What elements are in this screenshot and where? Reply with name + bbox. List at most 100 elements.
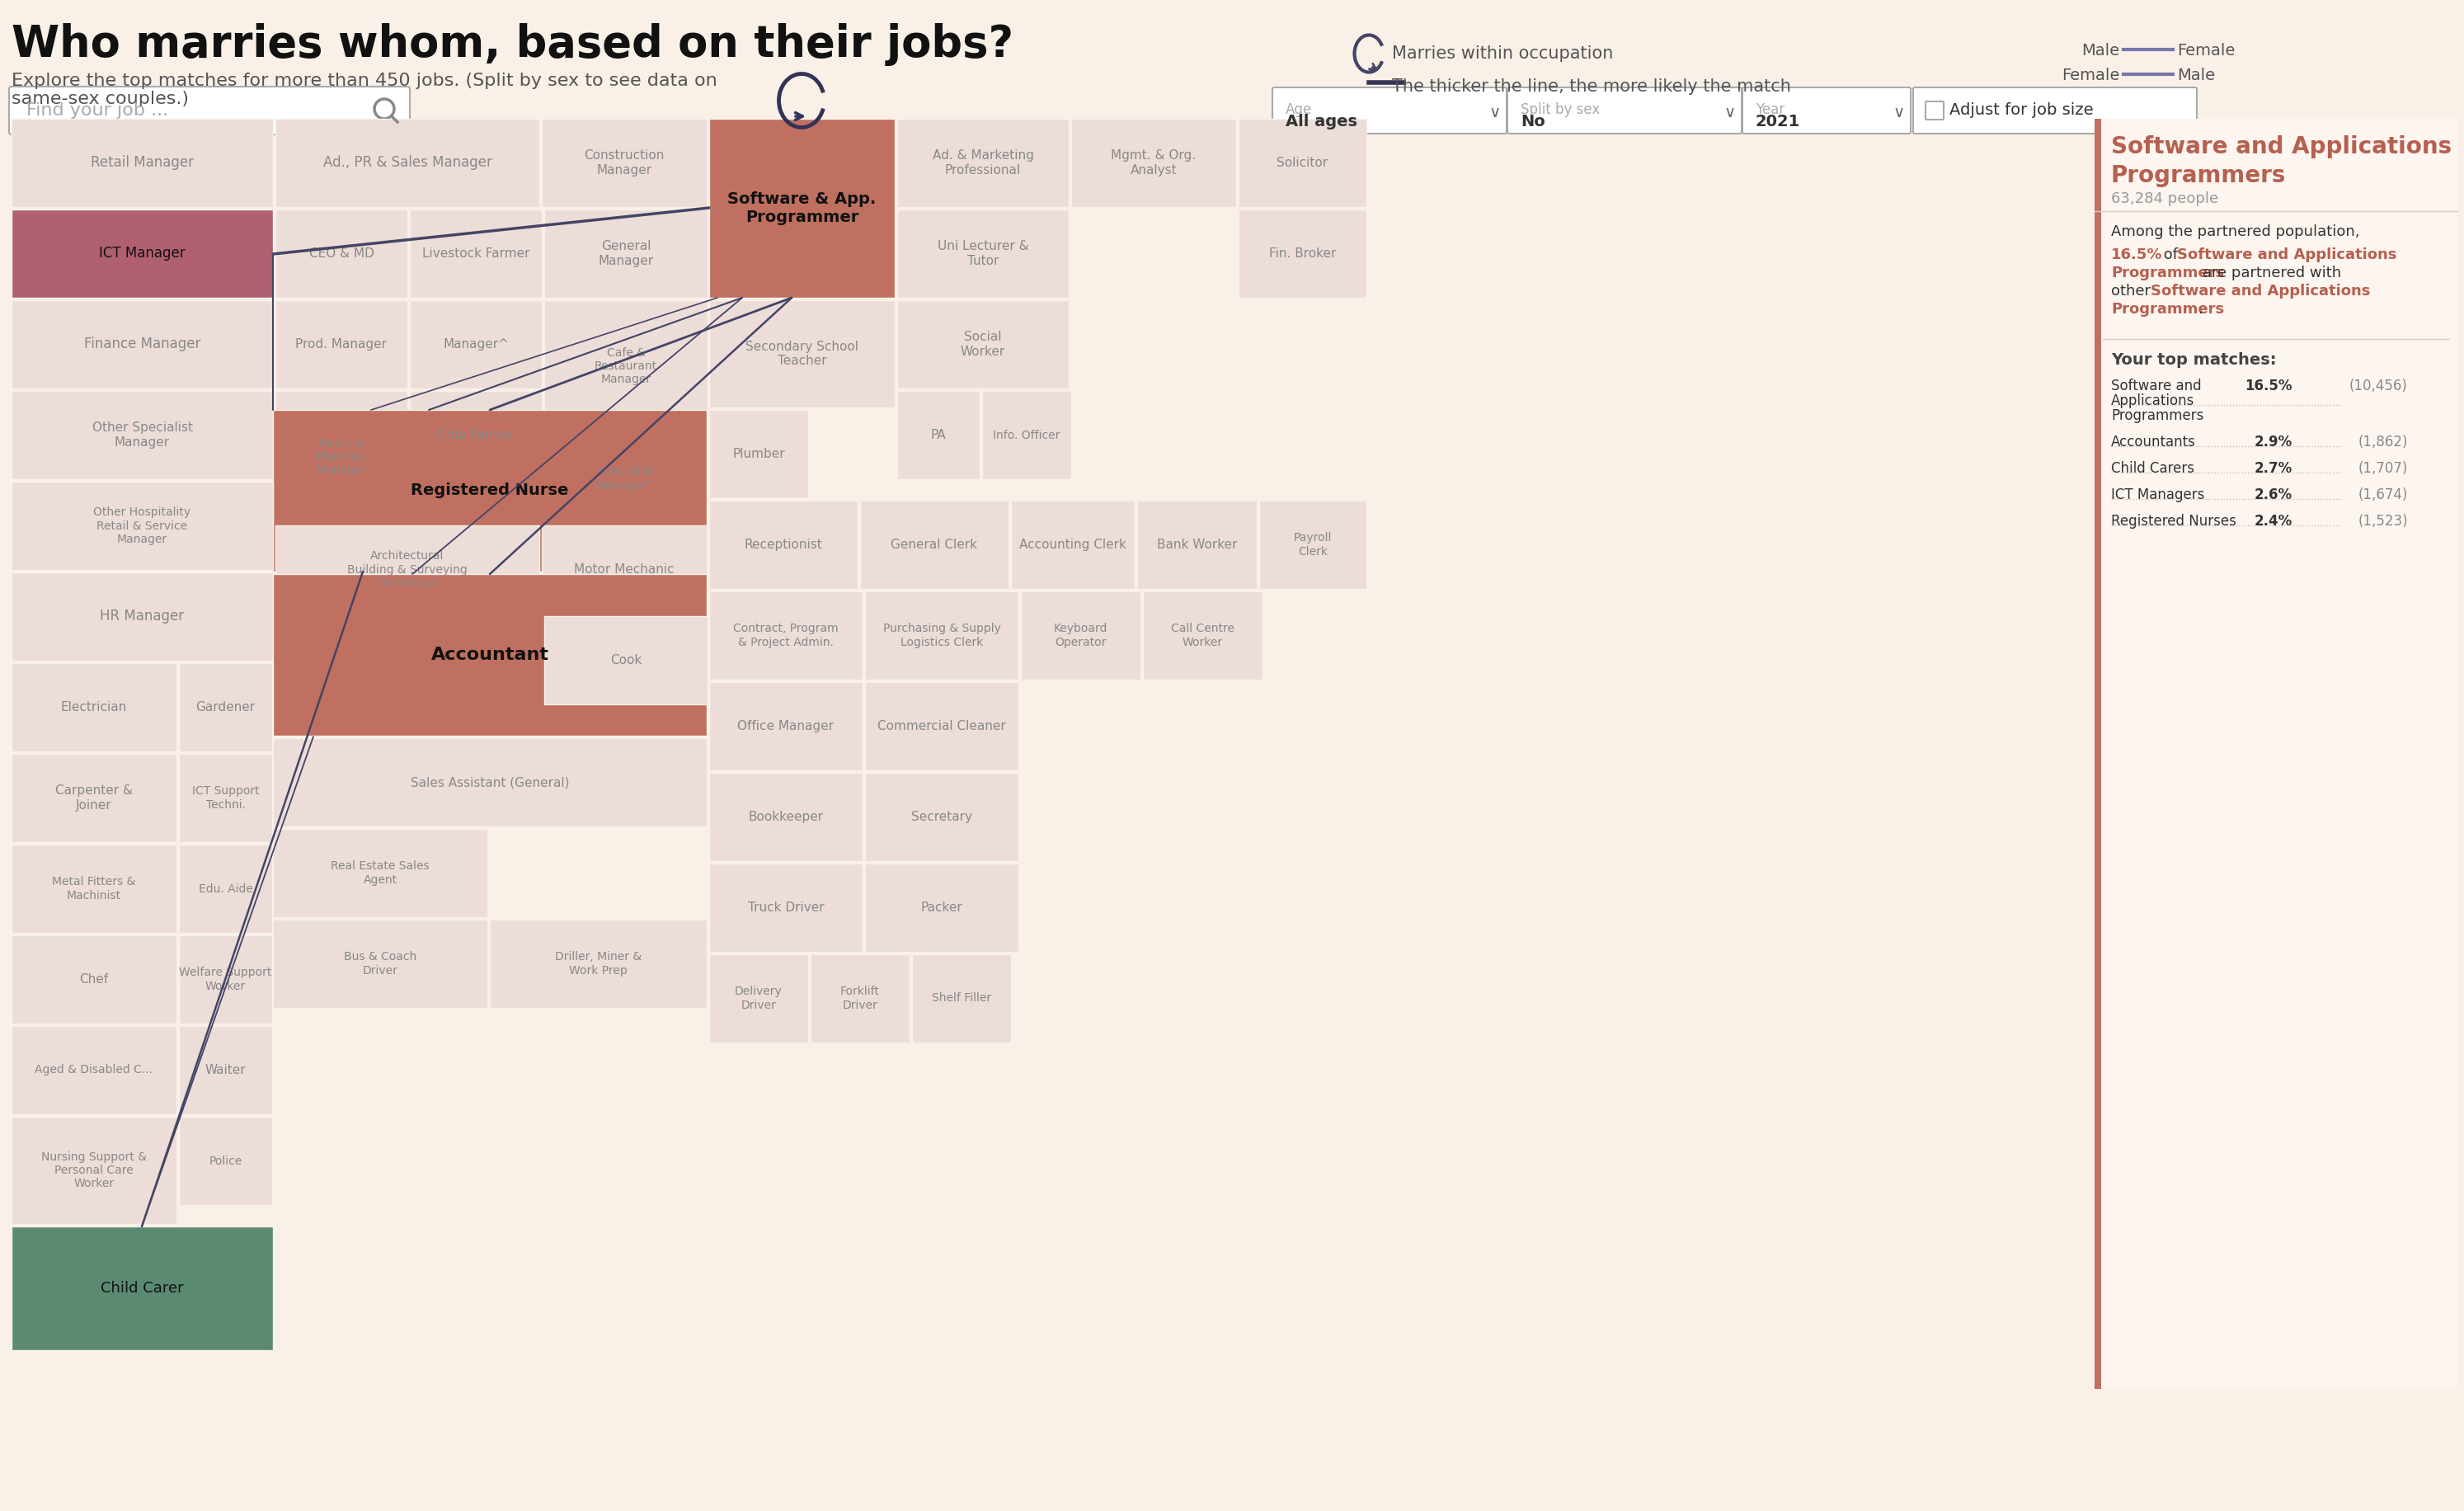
FancyBboxPatch shape xyxy=(710,955,808,1043)
FancyBboxPatch shape xyxy=(1924,101,1944,119)
FancyBboxPatch shape xyxy=(12,1026,177,1114)
FancyBboxPatch shape xyxy=(12,573,274,660)
FancyBboxPatch shape xyxy=(12,301,274,388)
FancyBboxPatch shape xyxy=(180,663,271,751)
Text: 16.5%: 16.5% xyxy=(2112,248,2163,263)
Text: Manager^: Manager^ xyxy=(444,338,508,351)
Text: General Clerk: General Clerk xyxy=(892,538,978,552)
FancyBboxPatch shape xyxy=(276,210,407,298)
FancyBboxPatch shape xyxy=(409,301,542,388)
Text: Cook: Cook xyxy=(611,654,641,666)
Text: Social
Worker: Social Worker xyxy=(961,331,1005,358)
FancyBboxPatch shape xyxy=(1742,88,1910,133)
FancyBboxPatch shape xyxy=(710,301,894,408)
FancyBboxPatch shape xyxy=(865,864,1018,952)
Text: Software & App.
Programmer: Software & App. Programmer xyxy=(727,192,877,225)
Text: Motor Mechanic: Motor Mechanic xyxy=(574,564,675,576)
Text: Female: Female xyxy=(2062,68,2119,83)
Text: General
Manager: General Manager xyxy=(599,240,653,267)
Text: Programmers: Programmers xyxy=(2112,302,2225,317)
FancyBboxPatch shape xyxy=(1271,88,1506,133)
FancyBboxPatch shape xyxy=(409,210,542,298)
Text: Applications: Applications xyxy=(2112,393,2195,408)
Text: Retail Manager: Retail Manager xyxy=(91,156,195,171)
Text: Marries within occupation: Marries within occupation xyxy=(1392,45,1614,62)
Text: Truck Driver: Truck Driver xyxy=(747,902,823,914)
Text: 2.7%: 2.7% xyxy=(2255,461,2292,476)
FancyBboxPatch shape xyxy=(1143,591,1262,680)
Text: Purchasing & Supply
Logistics Clerk: Purchasing & Supply Logistics Clerk xyxy=(882,623,1000,648)
Text: Software and: Software and xyxy=(2112,379,2200,393)
Text: Fin. Broker: Fin. Broker xyxy=(1269,248,1335,260)
Text: Forklift
Driver: Forklift Driver xyxy=(840,987,880,1011)
Text: Software and Applications: Software and Applications xyxy=(2178,248,2397,263)
FancyBboxPatch shape xyxy=(10,86,409,134)
FancyBboxPatch shape xyxy=(983,391,1072,479)
FancyBboxPatch shape xyxy=(1259,500,1368,589)
Text: Accountants: Accountants xyxy=(2112,435,2195,449)
Text: Male: Male xyxy=(2178,68,2215,83)
Text: Other Specialist
Manager: Other Specialist Manager xyxy=(91,422,192,449)
FancyBboxPatch shape xyxy=(710,591,862,680)
Text: Solicitor: Solicitor xyxy=(1276,157,1328,169)
Text: Ad., PR & Sales Manager: Ad., PR & Sales Manager xyxy=(323,156,493,171)
FancyBboxPatch shape xyxy=(12,935,177,1023)
FancyBboxPatch shape xyxy=(542,119,707,207)
Text: Payroll
Clerk: Payroll Clerk xyxy=(1294,532,1333,558)
Text: Secretary: Secretary xyxy=(912,811,973,823)
FancyBboxPatch shape xyxy=(1239,119,1368,207)
Text: Prod. Manager: Prod. Manager xyxy=(296,338,387,351)
Text: (10,456): (10,456) xyxy=(2351,379,2407,393)
Text: Among the partnered population,: Among the partnered population, xyxy=(2112,224,2361,239)
FancyBboxPatch shape xyxy=(2094,119,2457,1389)
Text: (1,707): (1,707) xyxy=(2358,461,2407,476)
Text: 63,284 people: 63,284 people xyxy=(2112,192,2218,205)
Text: CEO & MD: CEO & MD xyxy=(308,248,375,260)
FancyBboxPatch shape xyxy=(897,301,1069,388)
Text: Delivery
Driver: Delivery Driver xyxy=(734,987,784,1011)
FancyBboxPatch shape xyxy=(12,119,274,207)
FancyBboxPatch shape xyxy=(710,864,862,952)
FancyBboxPatch shape xyxy=(274,409,707,571)
FancyBboxPatch shape xyxy=(12,482,274,570)
FancyBboxPatch shape xyxy=(542,526,707,613)
FancyBboxPatch shape xyxy=(409,391,542,479)
Text: ∨: ∨ xyxy=(1722,104,1735,119)
Text: Policy &
Planning
Manager: Policy & Planning Manager xyxy=(315,438,367,476)
Text: Registered Nurse: Registered Nurse xyxy=(411,484,569,499)
Text: Construction
Manager: Construction Manager xyxy=(584,150,665,177)
Text: Finance Manager: Finance Manager xyxy=(84,337,200,352)
Text: Adjust for job size: Adjust for job size xyxy=(1949,103,2094,118)
FancyBboxPatch shape xyxy=(860,500,1008,589)
Text: Edu. Aide: Edu. Aide xyxy=(200,882,254,895)
FancyBboxPatch shape xyxy=(897,210,1069,298)
Text: Office Manager: Office Manager xyxy=(737,721,835,733)
FancyBboxPatch shape xyxy=(12,754,177,842)
FancyBboxPatch shape xyxy=(811,955,909,1043)
Text: other: other xyxy=(2112,284,2156,299)
FancyBboxPatch shape xyxy=(276,391,407,523)
FancyBboxPatch shape xyxy=(865,772,1018,861)
Text: Plumber: Plumber xyxy=(732,447,786,461)
Text: Info. Officer: Info. Officer xyxy=(993,429,1060,441)
FancyBboxPatch shape xyxy=(12,1117,177,1224)
Text: Nursing Support &
Personal Care
Worker: Nursing Support & Personal Care Worker xyxy=(42,1151,148,1189)
Text: 2.9%: 2.9% xyxy=(2255,435,2292,449)
FancyBboxPatch shape xyxy=(276,119,540,207)
Text: Child Carer: Child Carer xyxy=(101,1281,185,1296)
Text: Programmers: Programmers xyxy=(2112,266,2225,281)
FancyBboxPatch shape xyxy=(180,1026,271,1114)
Text: Ad. & Marketing
Professional: Ad. & Marketing Professional xyxy=(931,150,1032,177)
Text: Programmers: Programmers xyxy=(2112,408,2203,423)
Text: Specialist
Manager^: Specialist Manager^ xyxy=(596,467,655,491)
Text: Registered Nurses: Registered Nurses xyxy=(2112,514,2237,529)
FancyBboxPatch shape xyxy=(12,1227,274,1351)
Text: ∨: ∨ xyxy=(1488,104,1501,119)
Text: Receptionist: Receptionist xyxy=(744,538,823,552)
FancyBboxPatch shape xyxy=(710,500,857,589)
Text: Commercial Cleaner: Commercial Cleaner xyxy=(877,721,1005,733)
Text: Waiter: Waiter xyxy=(205,1064,246,1076)
Text: Driller, Miner &
Work Prep: Driller, Miner & Work Prep xyxy=(554,952,641,976)
FancyBboxPatch shape xyxy=(276,526,540,613)
FancyBboxPatch shape xyxy=(545,616,707,704)
